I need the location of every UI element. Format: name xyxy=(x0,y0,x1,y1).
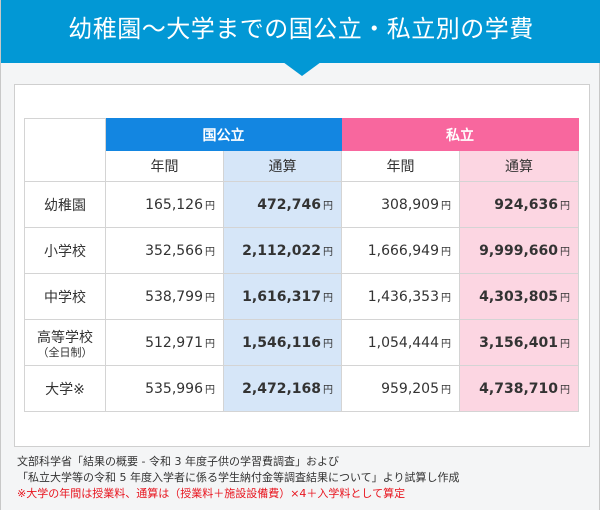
table-row: 大学※ 535,996 円 2,472,168 円 959,205 円 4,738,710 円 xyxy=(24,365,579,412)
cell-pri-total: 9,999,660 円 xyxy=(459,227,579,274)
cell-pri-total: 4,738,710 円 xyxy=(459,365,579,412)
header-private-total: 通算 xyxy=(459,150,579,182)
row-label: 高等学校 （全日制） xyxy=(24,319,106,366)
value: 1,546,116 xyxy=(242,334,321,351)
row-label: 幼稚園 xyxy=(24,181,106,228)
yen-unit: 円 xyxy=(205,384,215,396)
yen-unit: 円 xyxy=(560,338,570,350)
corner-cell xyxy=(24,118,106,182)
row-label-text: 中学校 xyxy=(44,289,86,306)
value: 472,746 xyxy=(257,196,321,213)
value: 538,799 xyxy=(145,288,203,305)
page-title: 幼稚園～大学までの国公立・私立別の学費 xyxy=(1,0,600,63)
table-row: 幼稚園 165,126 円 472,746 円 308,909 円 924,636 円 xyxy=(24,181,579,228)
cell-pub-total: 1,616,317 円 xyxy=(223,273,342,320)
cell-pub-annual: 512,971 円 xyxy=(105,319,224,366)
fee-table: 国公立 私立 年間 通算 年間 通算 幼稚園 165,126 円 472,746 円 30… xyxy=(24,118,579,412)
value: 959,205 xyxy=(381,380,439,397)
cell-pub-total: 472,746 円 xyxy=(223,181,342,228)
yen-unit: 円 xyxy=(323,246,333,258)
value: 4,303,805 xyxy=(479,288,558,305)
header-private-annual: 年間 xyxy=(341,150,460,182)
cell-pub-annual: 538,799 円 xyxy=(105,273,224,320)
yen-unit: 円 xyxy=(205,338,215,350)
table-row: 中学校 538,799 円 1,616,317 円 1,436,353 円 4,303,805… xyxy=(24,273,579,320)
table-row: 高等学校 （全日制） 512,971 円 1,546,116 円 1,054,444 円 3,1… xyxy=(24,319,579,366)
yen-unit: 円 xyxy=(441,338,451,350)
cell-pri-annual: 308,909 円 xyxy=(341,181,460,228)
cell-pri-annual: 1,054,444 円 xyxy=(341,319,460,366)
yen-unit: 円 xyxy=(323,200,333,212)
yen-unit: 円 xyxy=(205,200,215,212)
value: 1,666,949 xyxy=(367,242,439,259)
yen-unit: 円 xyxy=(441,246,451,258)
row-label-text: 高等学校 xyxy=(37,329,93,346)
row-label-text: 幼稚園 xyxy=(44,197,86,214)
header-public-total: 通算 xyxy=(223,150,342,182)
value: 924,636 xyxy=(494,196,558,213)
row-label-text: 小学校 xyxy=(44,243,86,260)
yen-unit: 円 xyxy=(441,384,451,396)
yen-unit: 円 xyxy=(560,246,570,258)
cell-pri-annual: 1,436,353 円 xyxy=(341,273,460,320)
cell-pub-total: 1,546,116 円 xyxy=(223,319,342,366)
value: 2,112,022 xyxy=(242,242,321,259)
yen-unit: 円 xyxy=(205,246,215,258)
row-label: 大学※ xyxy=(24,365,106,412)
value: 2,472,168 xyxy=(242,380,321,397)
header-pointer xyxy=(283,62,321,76)
yen-unit: 円 xyxy=(560,292,570,304)
cell-pub-total: 2,112,022 円 xyxy=(223,227,342,274)
cell-pub-total: 2,472,168 円 xyxy=(223,365,342,412)
cell-pri-total: 4,303,805 円 xyxy=(459,273,579,320)
value: 4,738,710 xyxy=(479,380,558,397)
table-row: 小学校 352,566 円 2,112,022 円 1,666,949 円 9,999,660… xyxy=(24,227,579,274)
yen-unit: 円 xyxy=(441,292,451,304)
note-warning: ※大学の年間は授業料、通算は（授業料＋施設設備費）×4＋入学料として算定 xyxy=(17,487,406,500)
note-line: 文部科学省「結果の概要 - 令和 3 年度子供の学習費調査」および xyxy=(17,455,339,468)
row-label-text: 大学※ xyxy=(45,381,85,398)
yen-unit: 円 xyxy=(441,200,451,212)
cell-pri-annual: 959,205 円 xyxy=(341,365,460,412)
cell-pri-total: 3,156,401 円 xyxy=(459,319,579,366)
row-sublabel: （全日制） xyxy=(37,345,93,359)
cell-pri-annual: 1,666,949 円 xyxy=(341,227,460,274)
yen-unit: 円 xyxy=(323,384,333,396)
cell-pub-annual: 165,126 円 xyxy=(105,181,224,228)
source-notes: 文部科学省「結果の概要 - 令和 3 年度子供の学習費調査」および 「私立大学等… xyxy=(17,454,459,502)
value: 3,156,401 xyxy=(479,334,558,351)
value: 1,616,317 xyxy=(242,288,321,305)
yen-unit: 円 xyxy=(560,200,570,212)
value: 352,566 xyxy=(145,242,203,259)
value: 1,436,353 xyxy=(367,288,439,305)
value: 1,054,444 xyxy=(367,334,439,351)
yen-unit: 円 xyxy=(323,292,333,304)
cell-pri-total: 924,636 円 xyxy=(459,181,579,228)
yen-unit: 円 xyxy=(560,384,570,396)
value: 535,996 xyxy=(145,380,203,397)
cell-pub-annual: 535,996 円 xyxy=(105,365,224,412)
value: 165,126 xyxy=(145,196,203,213)
yen-unit: 円 xyxy=(205,292,215,304)
value: 9,999,660 xyxy=(479,242,558,259)
header-public-annual: 年間 xyxy=(105,150,224,182)
fee-table-panel: 国公立 私立 年間 通算 年間 通算 幼稚園 165,126 円 472,746 円 30… xyxy=(14,84,590,447)
value: 512,971 xyxy=(145,334,203,351)
group-private: 私立 xyxy=(341,118,579,151)
group-public: 国公立 xyxy=(105,118,342,151)
value: 308,909 xyxy=(381,196,439,213)
yen-unit: 円 xyxy=(323,338,333,350)
cell-pub-annual: 352,566 円 xyxy=(105,227,224,274)
row-label: 小学校 xyxy=(24,227,106,274)
note-line: 「私立大学等の令和 5 年度入学者に係る学生納付金等調査結果について」より試算し… xyxy=(17,471,460,484)
row-label: 中学校 xyxy=(24,273,106,320)
